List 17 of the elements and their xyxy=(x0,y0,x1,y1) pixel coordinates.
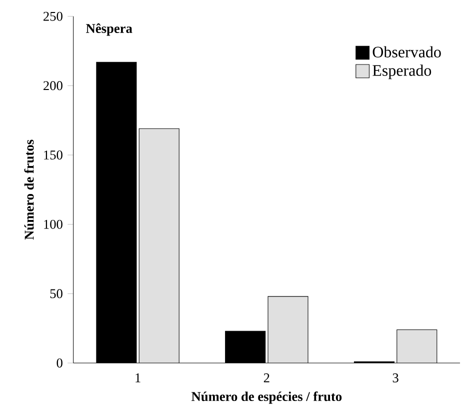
x-tick-label: 3 xyxy=(392,373,398,382)
y-tick-label: 250 xyxy=(44,12,62,21)
y-tick-label: 100 xyxy=(44,220,62,229)
y-tick-label: 150 xyxy=(44,150,62,160)
bar xyxy=(396,329,438,363)
x-axis-title: Número de espécies / fruto xyxy=(192,392,342,404)
y-axis-title: Número de frutos xyxy=(24,140,34,240)
legend-label: Esperado xyxy=(372,64,432,80)
bar xyxy=(268,296,308,363)
y-tick-label: 50 xyxy=(50,289,62,298)
y-tick-label: 0 xyxy=(56,358,62,368)
y-tick-label: 200 xyxy=(44,81,62,90)
x-tick-label: 2 xyxy=(264,373,270,382)
legend-label: Observado xyxy=(372,46,441,58)
chart-title: Nêspera xyxy=(86,23,132,36)
bar xyxy=(139,128,180,363)
x-tick-label: 1 xyxy=(136,373,140,382)
